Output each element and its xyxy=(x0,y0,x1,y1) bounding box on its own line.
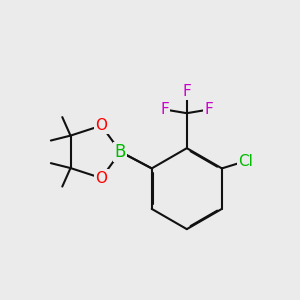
Text: F: F xyxy=(205,102,213,117)
Text: O: O xyxy=(95,171,107,186)
Text: Cl: Cl xyxy=(238,154,253,169)
Text: F: F xyxy=(182,84,191,99)
Text: F: F xyxy=(160,102,169,117)
Text: O: O xyxy=(95,118,107,133)
Text: B: B xyxy=(115,143,126,161)
